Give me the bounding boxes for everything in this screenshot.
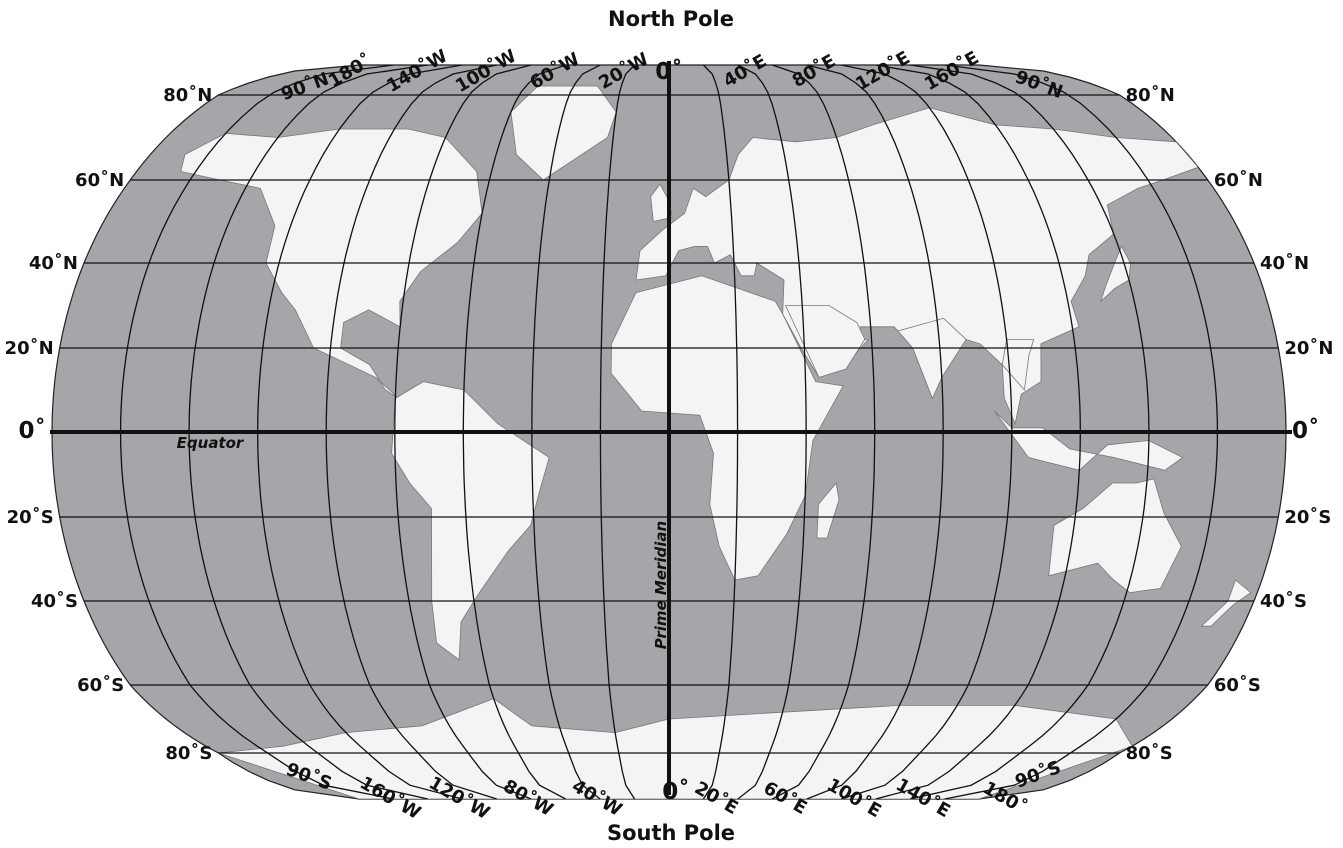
- land-eurasia: [635, 107, 1199, 425]
- latitude-label-right: 40˚S: [1260, 590, 1307, 612]
- land-madagascar: [816, 482, 840, 539]
- land-greenland: [510, 85, 617, 181]
- latitude-label-left: 60˚N: [75, 169, 124, 191]
- land-indonesia: [994, 410, 1184, 471]
- land-arabia: [784, 305, 866, 378]
- latitude-label-left: 60˚S: [77, 674, 124, 696]
- latitude-label-left: 20˚N: [5, 337, 54, 359]
- land-south-america: [391, 381, 550, 661]
- latitude-label-left: 40˚S: [31, 590, 78, 612]
- north-pole-label: North Pole: [608, 7, 734, 31]
- latitude-label-right: 0˚: [1292, 417, 1320, 444]
- prime-meridian-label: Prime Meridian: [652, 521, 670, 649]
- continents: [180, 85, 1252, 799]
- latitude-label-left: 20˚S: [7, 506, 54, 528]
- equator-label: Equator: [177, 434, 245, 452]
- latitude-label-right: 20˚N: [1284, 337, 1333, 359]
- longitude-label-bottom: 0˚: [662, 778, 690, 805]
- south-pole-label: South Pole: [607, 821, 735, 845]
- latitude-label-right: 60˚S: [1214, 674, 1261, 696]
- longitude-label-top: 0˚: [655, 58, 683, 85]
- latitude-label-left: 80˚S: [165, 742, 212, 764]
- latitude-label-left: 40˚N: [29, 252, 78, 274]
- latitude-label-right: 20˚S: [1284, 506, 1331, 528]
- latitude-label-right: 40˚N: [1260, 252, 1309, 274]
- land-australia: [1048, 478, 1182, 594]
- latitude-label-left: 0˚: [18, 417, 46, 444]
- latitude-label-right: 60˚N: [1214, 169, 1263, 191]
- latitude-label-left: 80˚N: [163, 84, 212, 106]
- latitude-label-right: 80˚N: [1126, 84, 1175, 106]
- latitude-label-right: 80˚S: [1126, 742, 1173, 764]
